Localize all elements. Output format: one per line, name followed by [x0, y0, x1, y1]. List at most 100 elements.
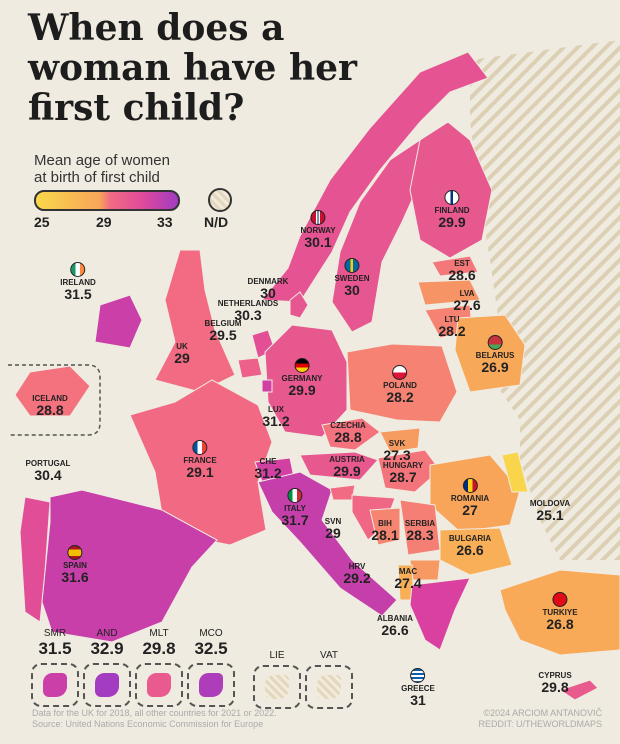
- country-label-belarus: BELARUS 26.9: [476, 335, 514, 375]
- country-label-est: EST 28.6: [448, 259, 476, 283]
- country-shape-est: [431, 255, 479, 277]
- no-data-swatch: [208, 188, 232, 212]
- country-label-lux: LUX 31.2: [262, 405, 289, 429]
- microstate-shape: [43, 673, 67, 697]
- country-name: NETHERLANDS: [217, 299, 279, 308]
- country-name: ALBANIA: [377, 614, 413, 623]
- country-name: FRANCE: [183, 456, 217, 465]
- country-label-romania: ROMANIA 27: [451, 478, 489, 517]
- country-value: 26.8: [546, 616, 574, 632]
- country-value: 28.6: [448, 267, 476, 283]
- country-value: 31: [410, 692, 426, 708]
- country-value: 29.1: [186, 464, 214, 480]
- microstate-inset: [305, 665, 353, 709]
- country-shape-bih: [369, 507, 401, 546]
- no-data-region: [470, 40, 620, 560]
- belarus-flag-icon: [487, 335, 503, 350]
- country-name: SPAIN: [63, 561, 87, 570]
- country-value: 29.9: [288, 382, 316, 398]
- microstate-shape: [147, 673, 171, 697]
- country-value: 28.2: [438, 323, 466, 339]
- country-name: AUSTRIA: [329, 455, 365, 464]
- microstate-value: 29.8: [142, 639, 176, 658]
- ireland-flag-icon: [70, 262, 86, 277]
- country-name: MOLDOVA: [529, 499, 571, 508]
- country-name: BULGARIA: [448, 534, 492, 543]
- country-label-sweden: SWEDEN 30: [334, 258, 370, 297]
- country-name: UK: [176, 342, 188, 351]
- country-shape-belarus: [454, 314, 526, 393]
- microstate-shape: [265, 675, 289, 699]
- country-label-germany: GERMANY 29.9: [282, 358, 322, 398]
- country-value: 26.9: [481, 359, 509, 375]
- country-label-svn: SVN 29: [324, 517, 342, 541]
- microstate-name: AND: [96, 628, 118, 639]
- country-name: ROMANIA: [450, 494, 490, 503]
- sweden-flag-icon: [344, 258, 360, 273]
- turkey-flag-icon: [552, 592, 568, 607]
- microstate-inset: [187, 663, 235, 707]
- microstate-name: LIE: [269, 650, 285, 661]
- microstate-name: MLT: [149, 628, 169, 639]
- country-name: IRELAND: [60, 278, 96, 287]
- country-name: BELGIUM: [204, 319, 242, 328]
- country-label-serbia: SERBIA 28.3: [404, 519, 436, 543]
- dashed-inset-iceland: [8, 364, 101, 436]
- country-label-hungary: HUNGARY 28.7: [383, 462, 423, 485]
- country-value: 26.6: [381, 622, 409, 638]
- country-shape-greece: [409, 577, 471, 651]
- country-shape-moldova: [501, 451, 529, 493]
- microstate-shape: [317, 675, 341, 699]
- microstate-value: 31.5: [38, 639, 72, 658]
- country-shape-turkiye: [499, 569, 620, 656]
- france-flag-icon: [192, 440, 208, 455]
- country-label-italy: ITALY 31.7: [281, 488, 309, 527]
- country-value: 25.1: [536, 507, 564, 523]
- country-value: 28.8: [36, 402, 64, 418]
- country-value: 29.9: [438, 214, 466, 230]
- microstate-value: 32.9: [90, 639, 124, 658]
- finland-flag-icon: [444, 190, 460, 205]
- country-name: CYPRUS: [538, 671, 572, 680]
- country-name: SVN: [324, 517, 342, 526]
- country-shape-poland: [346, 343, 458, 423]
- country-shape-italy: [257, 471, 398, 617]
- country-value: 29.8: [541, 679, 569, 695]
- country-name: EST: [454, 259, 470, 268]
- country-label-ltu: LTU 28.2: [438, 316, 466, 339]
- country-value: 28.2: [386, 389, 414, 405]
- country-value: 30: [260, 285, 276, 301]
- country-shape-lux: [261, 379, 273, 393]
- country-name: CZECHIA: [330, 421, 366, 430]
- country-shape-norway: [260, 51, 489, 303]
- country-name: CHE: [259, 457, 277, 466]
- microstate-vat: VAT: [304, 650, 354, 709]
- microstate-inset: [135, 663, 183, 707]
- microstate-inset: [253, 665, 301, 709]
- country-name: BIH: [378, 519, 392, 528]
- legend-nd: N/D: [204, 214, 229, 230]
- microstate-mlt: MLT 29.8: [134, 628, 184, 707]
- country-name: LVA: [459, 289, 475, 298]
- country-value: 28.7: [389, 469, 417, 485]
- country-name: SVK: [388, 439, 406, 448]
- country-shape-iceland: [14, 365, 91, 417]
- country-name: MAC: [398, 567, 418, 576]
- country-shape-ireland: [94, 294, 143, 349]
- country-value: 30.3: [234, 307, 262, 323]
- country-value: 28.1: [371, 527, 399, 543]
- country-label-austria: AUSTRIA 29.9: [329, 455, 365, 479]
- country-label-france: FRANCE 29.1: [183, 440, 217, 480]
- country-label-che: CHE 31.2: [254, 457, 282, 481]
- country-value: 28.3: [406, 527, 434, 543]
- microstate-name: MCO: [199, 628, 223, 639]
- country-value: 31.2: [254, 465, 282, 481]
- country-name: SERBIA: [404, 519, 436, 528]
- country-shape-svk: [379, 427, 421, 453]
- country-name: LUX: [268, 405, 284, 414]
- country-label-belgium: BELGIUM 29.5: [204, 319, 242, 343]
- country-shape-svn: [329, 484, 356, 501]
- country-label-czechia: CZECHIA 28.8: [330, 421, 366, 445]
- greece-flag-icon: [410, 668, 426, 683]
